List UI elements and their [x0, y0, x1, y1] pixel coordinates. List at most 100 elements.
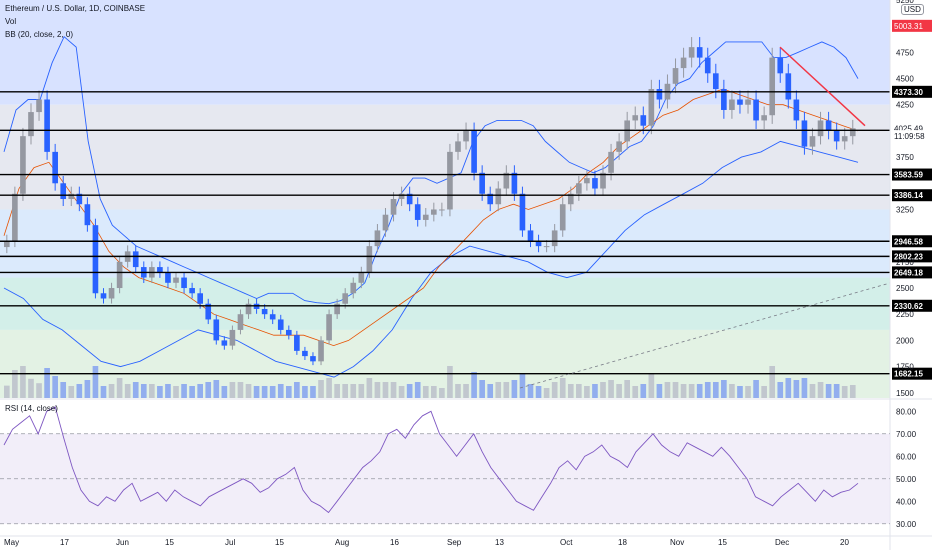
candle-body	[616, 141, 622, 152]
volume-bar	[793, 380, 800, 398]
candle-body	[833, 130, 840, 142]
level-label-bg-0	[892, 85, 932, 98]
time-tick-label: Jun	[116, 538, 129, 547]
candle-body	[157, 267, 163, 273]
time-tick-label: May	[4, 538, 19, 547]
candle-body	[205, 303, 212, 320]
time-tick-label: 15	[165, 538, 174, 547]
volume-bar	[374, 382, 381, 398]
candle-body	[334, 303, 340, 315]
level-label-3: 3386.14	[894, 191, 923, 200]
volume-bar	[12, 370, 18, 398]
volume-bar	[584, 386, 590, 398]
rsi-tick-label: 60.00	[896, 452, 917, 461]
trendline	[779, 46, 866, 127]
volume-bar	[704, 382, 711, 398]
volume-bar	[44, 368, 50, 398]
price-tick-label: 4250	[896, 101, 914, 110]
candle-body	[688, 47, 695, 58]
candle-body	[92, 225, 99, 294]
level-label-bg-3	[892, 189, 932, 202]
candle-body	[44, 99, 50, 152]
volume-bar	[439, 388, 445, 398]
volume-bar	[406, 384, 413, 398]
candle-body	[825, 120, 832, 131]
level-label-bg-4	[892, 235, 932, 248]
level-label-bg-8	[892, 367, 932, 380]
candle-body	[100, 293, 107, 299]
candle-body	[640, 115, 647, 126]
time-tick-label: 16	[390, 538, 399, 547]
candle-body	[165, 272, 171, 283]
candle-body	[221, 340, 228, 346]
volume-bar	[648, 374, 655, 398]
level-label-bg-7	[892, 299, 932, 312]
time-tick-label: Jul	[225, 538, 235, 547]
volume-bar	[825, 384, 832, 398]
volume-bar	[221, 386, 228, 398]
volume-bar	[656, 384, 663, 398]
candle-body	[52, 151, 58, 184]
rsi-tick-label: 80.00	[896, 407, 917, 416]
candle-body	[519, 193, 526, 231]
volume-bar	[422, 386, 429, 398]
volume-bar	[277, 384, 284, 398]
price-tick-label: 2500	[896, 284, 914, 293]
candle-body	[406, 193, 413, 205]
volume-bar	[414, 382, 421, 398]
rsi-tick-label: 40.00	[896, 497, 917, 506]
volume-bar	[28, 378, 34, 398]
time-tick-label: Aug	[335, 538, 349, 547]
volume-bar	[745, 386, 751, 398]
volume-bar	[624, 380, 630, 398]
volume-bar	[205, 382, 212, 398]
volume-bar	[100, 386, 107, 398]
price-label-bg-2	[892, 130, 932, 143]
candle-body	[680, 57, 687, 69]
volume-bar	[527, 384, 534, 398]
volume-bar	[680, 384, 687, 398]
level-label-7: 2330.62	[894, 302, 923, 311]
level-label-bg-2	[892, 168, 932, 181]
price-tick-label: 1750	[896, 363, 914, 372]
candle-body	[576, 183, 582, 194]
price-label-2: 11:09:58	[894, 132, 925, 141]
candle-body	[213, 319, 220, 341]
candle-body	[721, 89, 727, 110]
volume-bar	[60, 382, 67, 398]
candle-body	[543, 246, 550, 248]
currency-badge[interactable]: USD	[901, 4, 924, 15]
price-tick-label: 4750	[896, 48, 914, 57]
rsi-tick-label: 30.00	[896, 520, 917, 529]
volume-bar	[213, 380, 220, 398]
price-tick-label: 3750	[896, 153, 914, 162]
candle-body	[447, 151, 453, 210]
volume-bar	[761, 386, 767, 398]
price-tick-label: 2250	[896, 310, 914, 319]
volume-bar	[4, 385, 10, 398]
volume-bar	[229, 382, 236, 398]
volume-bar	[181, 384, 187, 398]
candle-body	[455, 141, 461, 152]
volume-bar	[567, 384, 574, 398]
volume-bar	[841, 386, 848, 398]
volume-bar	[342, 384, 349, 398]
candle-body	[584, 178, 590, 184]
volume-bar	[729, 384, 735, 398]
volume-bar	[849, 385, 856, 398]
volume-bar	[302, 386, 308, 398]
candle-body	[173, 277, 179, 283]
volume-bar	[712, 382, 719, 398]
rsi-line	[3, 406, 859, 514]
volume-bar	[92, 366, 99, 398]
candle-body	[801, 120, 808, 147]
candle-body	[326, 314, 332, 341]
candle-body	[197, 293, 203, 304]
candle-body	[495, 188, 502, 205]
candle-body	[189, 288, 195, 294]
price-tick-label: 3250	[896, 205, 914, 214]
candle-body	[737, 99, 743, 105]
candle-body	[60, 183, 67, 199]
volume-bar	[285, 386, 292, 398]
